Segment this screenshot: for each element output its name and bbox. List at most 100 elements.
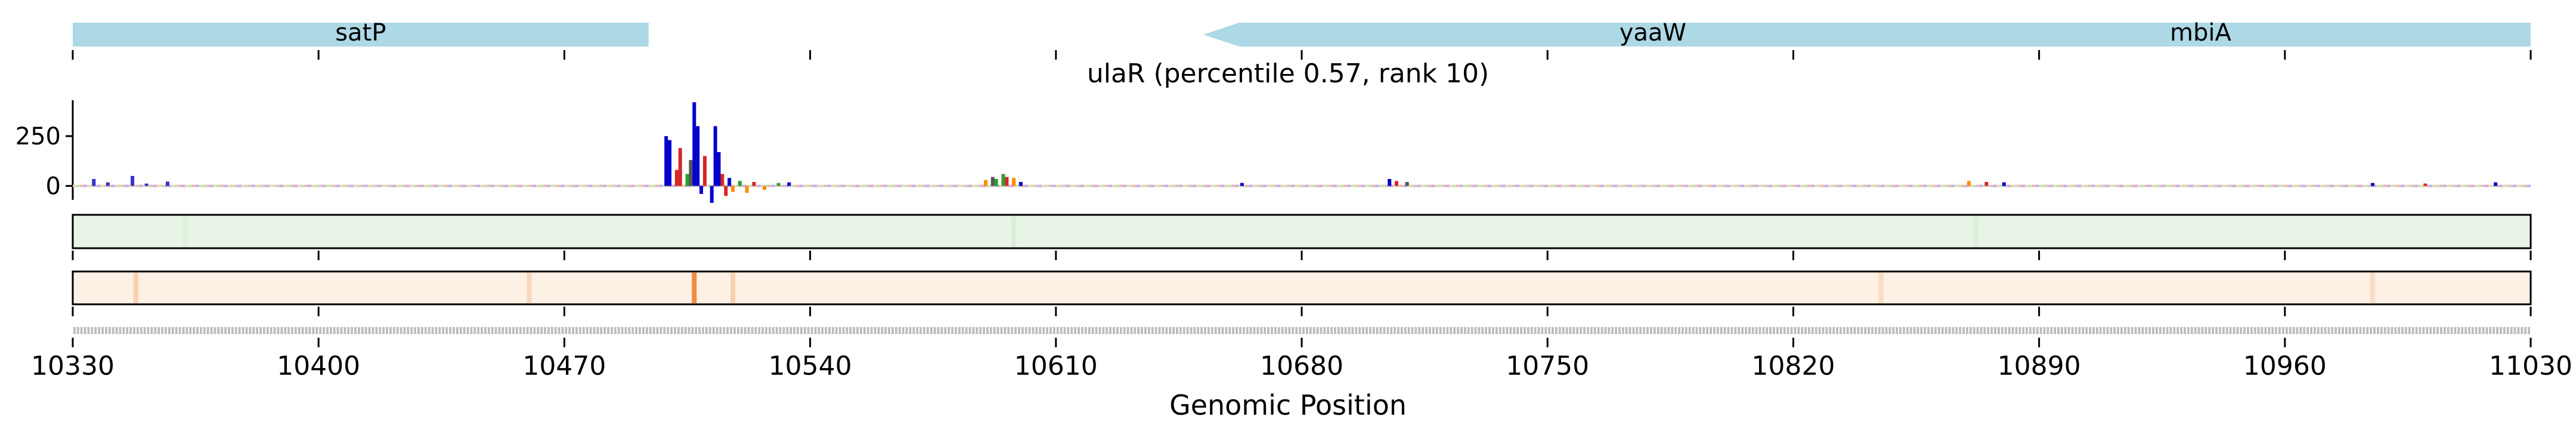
sequence-base <box>280 327 283 334</box>
attribution-baseline-mark <box>311 184 315 187</box>
attribution-baseline-mark <box>1491 184 1495 187</box>
attribution-baseline-mark <box>2516 184 2521 187</box>
attribution-baseline-mark <box>1221 184 1225 187</box>
sequence-base <box>2471 327 2474 334</box>
attribution-baseline-mark <box>1797 184 1801 187</box>
x-axis-tick-label: 10400 <box>277 351 360 381</box>
sequence-base <box>842 327 845 334</box>
sequence-base <box>1060 327 1063 334</box>
attribution-baseline-mark <box>1379 184 1383 187</box>
attribution-baseline-mark <box>2186 184 2190 187</box>
attribution-baseline-mark <box>2366 184 2370 187</box>
sequence-base <box>1797 327 1800 334</box>
sequence-base <box>544 327 546 334</box>
attribution-baseline-mark <box>2190 184 2194 187</box>
sequence-base <box>2127 327 2130 334</box>
sequence-base <box>660 327 662 334</box>
attribution-baseline-mark <box>1140 184 1144 187</box>
attribution-baseline-mark <box>1663 184 1667 187</box>
attribution-baseline-mark <box>1804 184 1807 187</box>
sequence-base <box>1516 327 1519 334</box>
attribution-baseline-mark <box>828 184 831 187</box>
attribution-baseline-mark <box>575 184 578 187</box>
sequence-base <box>2240 327 2243 334</box>
sequence-base <box>2387 327 2390 334</box>
sequence-base <box>586 327 589 334</box>
attribution-baseline-mark <box>901 184 905 187</box>
attribution-baseline-mark <box>634 184 639 187</box>
attribution-baseline-mark <box>2232 184 2236 187</box>
attribution-baseline-mark <box>1445 184 1450 187</box>
sequence-base <box>161 327 164 334</box>
attribution-baseline-mark <box>1453 184 1457 187</box>
sequence-base <box>1411 327 1414 334</box>
sequence-base <box>1678 327 1680 334</box>
x-axis-tick-label: 10540 <box>769 351 852 381</box>
sequence-base <box>2510 327 2513 334</box>
attribution-baseline-mark <box>325 184 329 187</box>
attribution-baseline-mark <box>2081 184 2085 187</box>
sequence-base <box>396 327 399 334</box>
sequence-base <box>2071 327 2074 334</box>
sequence-base <box>2173 327 2176 334</box>
attribution-baseline-mark <box>1210 184 1214 187</box>
attribution-baseline-mark <box>476 184 481 187</box>
sequence-base <box>494 327 497 334</box>
sequence-base <box>119 327 122 334</box>
sequence-base <box>1457 327 1459 334</box>
sequence-base <box>1734 327 1737 334</box>
sequence-base <box>1723 327 1726 334</box>
orange-heatmap-highlight <box>1878 273 1884 303</box>
sequence-base <box>989 327 992 334</box>
attribution-baseline-mark <box>2390 184 2394 187</box>
attribution-baseline-mark <box>374 184 379 187</box>
sequence-base <box>1527 327 1530 334</box>
attribution-baseline-mark <box>1741 184 1744 187</box>
attribution-baseline-mark <box>1716 184 1720 187</box>
attribution-baseline-mark <box>1603 184 1608 187</box>
orange-heatmap-frame <box>72 270 2532 306</box>
sequence-base <box>2257 327 2260 334</box>
attribution-baseline-mark <box>508 184 512 187</box>
sequence-base <box>716 327 719 334</box>
sequence-base <box>228 327 230 334</box>
sequence-base <box>1460 327 1463 334</box>
attribution-baseline-mark <box>2151 184 2155 187</box>
attribution-baseline-mark <box>1761 184 1766 187</box>
sequence-base <box>2106 327 2109 334</box>
attribution-baseline-mark <box>1442 184 1446 187</box>
attribution-baseline-mark <box>315 184 319 187</box>
attribution-baseline-mark <box>1027 184 1032 187</box>
attribution-baseline-mark <box>1519 184 1523 187</box>
attribution-baseline-mark <box>248 184 252 187</box>
attribution-baseline-mark <box>1614 184 1618 187</box>
sequence-base <box>2085 327 2088 334</box>
attribution-baseline-mark <box>83 184 87 187</box>
attribution-baseline-mark <box>2453 184 2457 187</box>
sequence-base <box>154 327 157 334</box>
attribution-baseline-mark <box>1501 184 1506 187</box>
attribution-baseline-mark <box>1343 184 1348 187</box>
sequence-base <box>143 327 146 334</box>
attribution-baseline-mark <box>1364 184 1368 187</box>
sequence-base <box>1147 327 1150 334</box>
attribution-baseline-mark <box>880 184 884 187</box>
x-axis-tick-label: 10960 <box>2243 351 2327 381</box>
sequence-base <box>1162 327 1165 334</box>
sequence-base <box>2482 327 2485 334</box>
sequence-base <box>1980 327 1983 334</box>
sequence-base <box>351 327 354 334</box>
sequence-base <box>1628 327 1631 334</box>
attribution-peak <box>144 183 148 186</box>
attribution-baseline-mark <box>1789 184 1794 187</box>
sequence-base <box>726 327 729 334</box>
sequence-base <box>501 327 504 334</box>
sequence-base <box>2123 327 2126 334</box>
sequence-base <box>2004 327 2007 334</box>
attribution-baseline-mark <box>897 184 902 187</box>
attribution-baseline-mark <box>269 184 273 187</box>
sequence-base <box>1067 327 1070 334</box>
sequence-base <box>800 327 803 334</box>
sequence-base <box>2131 327 2134 334</box>
attribution-baseline-mark <box>1193 184 1197 187</box>
